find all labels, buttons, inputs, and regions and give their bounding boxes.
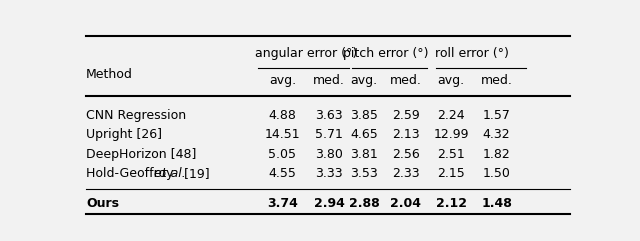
Text: avg.: avg. bbox=[438, 74, 465, 87]
Text: 5.05: 5.05 bbox=[268, 148, 296, 161]
Text: 3.63: 3.63 bbox=[315, 109, 343, 122]
Text: angular error (°): angular error (°) bbox=[255, 47, 357, 60]
Text: Ours: Ours bbox=[86, 197, 119, 210]
Text: Hold-Geoffroy: Hold-Geoffroy bbox=[86, 167, 177, 180]
Text: pitch error (°): pitch error (°) bbox=[343, 47, 429, 60]
Text: 12.99: 12.99 bbox=[433, 128, 468, 141]
Text: med.: med. bbox=[481, 74, 513, 87]
Text: 2.24: 2.24 bbox=[437, 109, 465, 122]
Text: DeepHorizon [48]: DeepHorizon [48] bbox=[86, 148, 196, 161]
Text: 1.50: 1.50 bbox=[483, 167, 511, 180]
Text: roll error (°): roll error (°) bbox=[435, 47, 509, 60]
Text: 2.15: 2.15 bbox=[437, 167, 465, 180]
Text: 2.51: 2.51 bbox=[437, 148, 465, 161]
Text: 5.71: 5.71 bbox=[315, 128, 343, 141]
Text: 2.94: 2.94 bbox=[314, 197, 344, 210]
Text: et al.: et al. bbox=[154, 167, 186, 180]
Text: [19]: [19] bbox=[180, 167, 210, 180]
Text: 1.57: 1.57 bbox=[483, 109, 511, 122]
Text: 3.80: 3.80 bbox=[315, 148, 343, 161]
Text: avg.: avg. bbox=[269, 74, 296, 87]
Text: 4.65: 4.65 bbox=[350, 128, 378, 141]
Text: 1.48: 1.48 bbox=[481, 197, 512, 210]
Text: avg.: avg. bbox=[351, 74, 378, 87]
Text: 2.88: 2.88 bbox=[349, 197, 380, 210]
Text: 3.33: 3.33 bbox=[315, 167, 343, 180]
Text: 2.13: 2.13 bbox=[392, 128, 420, 141]
Text: CNN Regression: CNN Regression bbox=[86, 109, 186, 122]
Text: 14.51: 14.51 bbox=[264, 128, 300, 141]
Text: 2.12: 2.12 bbox=[435, 197, 467, 210]
Text: med.: med. bbox=[313, 74, 345, 87]
Text: 4.32: 4.32 bbox=[483, 128, 511, 141]
Text: 1.82: 1.82 bbox=[483, 148, 511, 161]
Text: 3.74: 3.74 bbox=[267, 197, 298, 210]
Text: 4.55: 4.55 bbox=[268, 167, 296, 180]
Text: Method: Method bbox=[86, 68, 133, 81]
Text: 3.53: 3.53 bbox=[350, 167, 378, 180]
Text: 3.85: 3.85 bbox=[350, 109, 378, 122]
Text: 2.59: 2.59 bbox=[392, 109, 420, 122]
Text: 3.81: 3.81 bbox=[350, 148, 378, 161]
Text: 2.56: 2.56 bbox=[392, 148, 420, 161]
Text: med.: med. bbox=[390, 74, 422, 87]
Text: Upright [26]: Upright [26] bbox=[86, 128, 162, 141]
Text: 2.04: 2.04 bbox=[390, 197, 421, 210]
Text: 2.33: 2.33 bbox=[392, 167, 420, 180]
Text: 4.88: 4.88 bbox=[268, 109, 296, 122]
